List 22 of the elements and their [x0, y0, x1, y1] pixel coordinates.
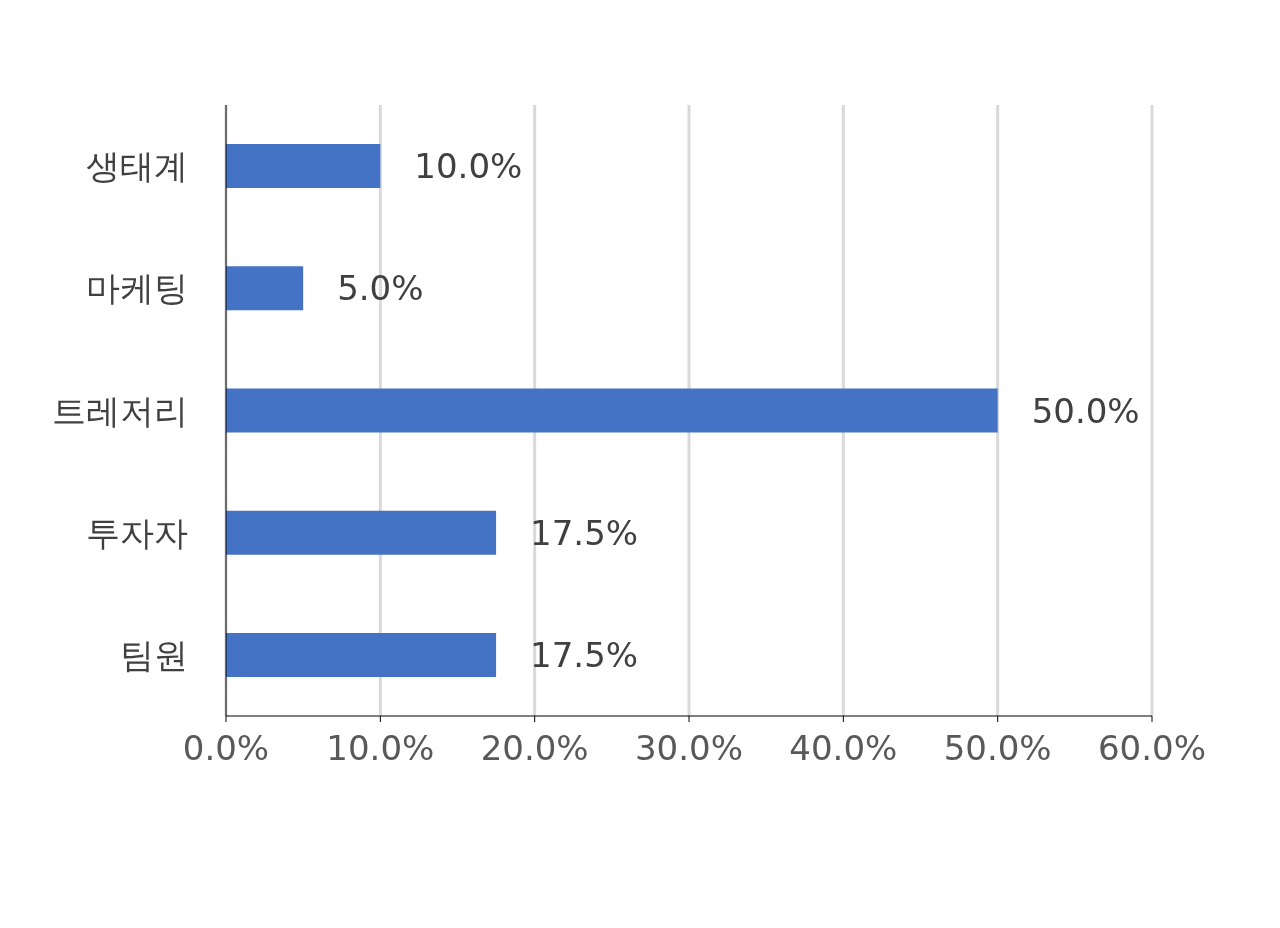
bar — [226, 510, 497, 555]
y-tick-label: 마케팅 — [86, 268, 188, 309]
x-tick-label: 40.0% — [789, 728, 898, 769]
y-tick-label: 투자자 — [86, 512, 188, 553]
data-label: 17.5% — [530, 634, 639, 675]
bar — [226, 388, 998, 433]
x-tick-label: 0.0% — [182, 728, 270, 769]
bar — [226, 632, 497, 677]
data-label: 10.0% — [414, 146, 523, 187]
x-tick-label: 50.0% — [943, 728, 1052, 769]
x-tick-label: 20.0% — [480, 728, 589, 769]
data-label: 5.0% — [337, 268, 424, 309]
y-tick-label: 트레저리 — [52, 390, 188, 431]
x-tick-label: 10.0% — [326, 728, 435, 769]
y-tick-label: 팀원 — [120, 634, 188, 675]
data-label: 17.5% — [530, 512, 639, 553]
x-tick-label: 60.0% — [1097, 728, 1207, 769]
bar — [226, 266, 304, 311]
x-tick-label: 30.0% — [634, 728, 744, 769]
bar — [226, 144, 381, 189]
y-tick-label: 생태계 — [86, 146, 188, 187]
data-label: 50.0% — [1031, 390, 1140, 431]
